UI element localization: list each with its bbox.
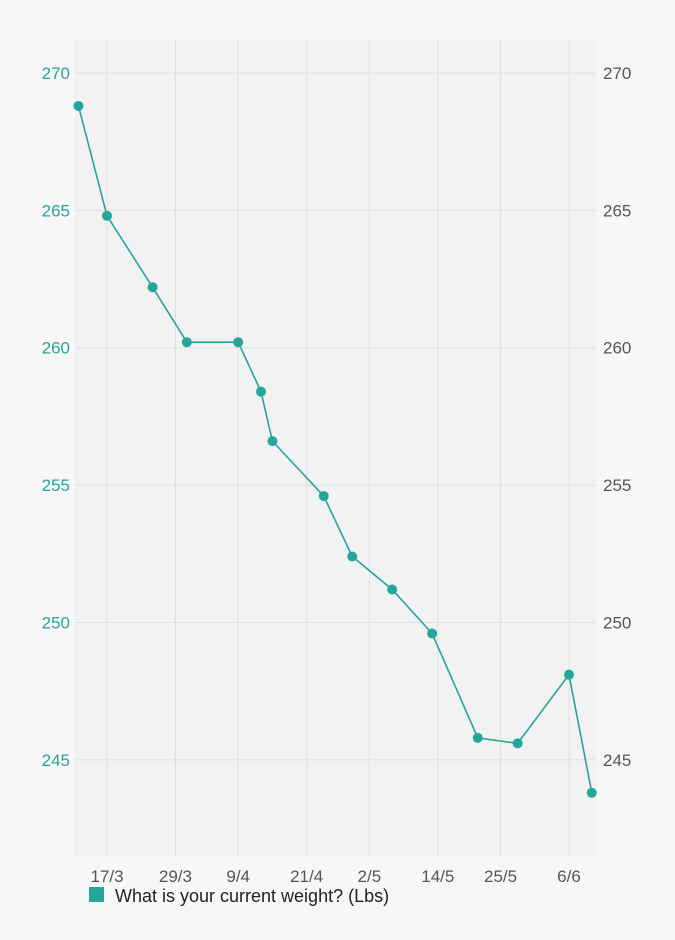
legend-label: What is your current weight? (Lbs) xyxy=(115,886,389,906)
y-tick-label-right: 255 xyxy=(603,476,631,495)
x-tick-label: 14/5 xyxy=(421,867,454,886)
data-point xyxy=(318,491,329,502)
data-point xyxy=(564,669,574,680)
x-tick-label: 17/3 xyxy=(90,867,123,886)
y-tick-label-right: 265 xyxy=(603,201,631,220)
data-point xyxy=(347,551,358,562)
y-tick-label-left: 260 xyxy=(42,339,70,358)
data-point xyxy=(102,210,112,221)
data-point xyxy=(181,337,192,348)
y-tick-label-left: 265 xyxy=(42,201,70,220)
y-tick-label-right: 245 xyxy=(603,751,631,770)
y-tick-label-left: 250 xyxy=(42,613,70,632)
y-tick-label-left: 255 xyxy=(42,476,70,495)
x-tick-label: 9/4 xyxy=(226,867,250,886)
data-point xyxy=(147,282,158,293)
y-tick-label-right: 250 xyxy=(603,613,631,632)
x-tick-label: 2/5 xyxy=(358,867,382,886)
y-tick-label-right: 270 xyxy=(603,64,631,83)
data-point xyxy=(387,584,398,595)
data-point xyxy=(512,738,523,749)
x-tick-label: 29/3 xyxy=(159,867,192,886)
y-tick-label-left: 270 xyxy=(42,64,70,83)
legend-swatch xyxy=(89,887,104,902)
data-point xyxy=(427,628,438,639)
data-point xyxy=(256,386,266,397)
y-tick-label-right: 260 xyxy=(603,339,631,358)
data-point xyxy=(73,100,84,111)
data-point xyxy=(472,732,483,743)
plot-area xyxy=(75,40,596,856)
y-tick-label-left: 245 xyxy=(42,751,70,770)
x-tick-label: 6/6 xyxy=(557,867,581,886)
x-tick-label: 25/5 xyxy=(484,867,517,886)
x-tick-label: 21/4 xyxy=(290,867,323,886)
data-point xyxy=(233,337,244,348)
data-point xyxy=(267,436,278,447)
data-point xyxy=(586,787,597,798)
